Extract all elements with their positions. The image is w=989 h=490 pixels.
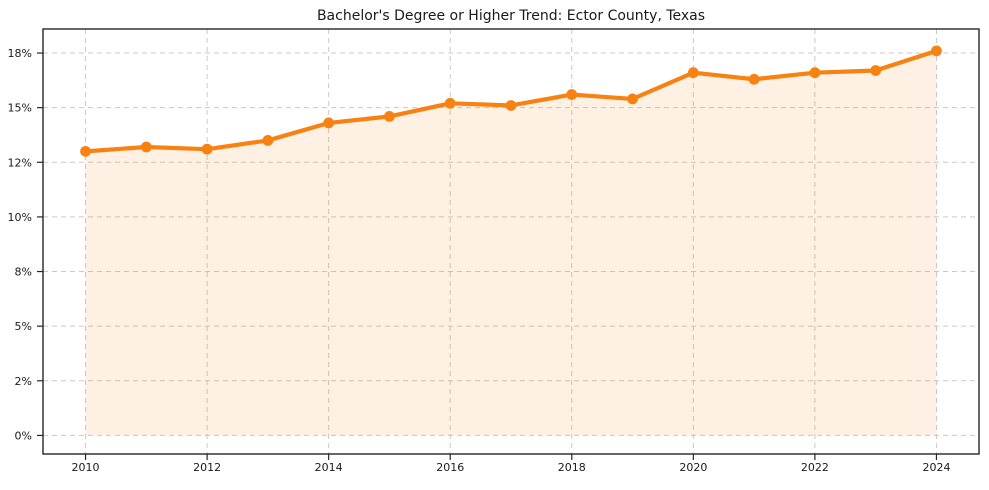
data-point-2018 (566, 89, 578, 100)
x-tick-label: 2014 (315, 461, 343, 474)
data-point-2010 (80, 145, 91, 157)
data-point-2022 (809, 67, 821, 79)
data-point-2016 (444, 97, 456, 109)
x-tick-label: 2022 (801, 461, 829, 474)
data-point-2023 (870, 65, 882, 76)
data-point-2012 (201, 143, 213, 155)
data-point-2021 (748, 73, 760, 85)
x-tick-label: 2020 (679, 461, 707, 474)
y-tick-label: 5% (15, 320, 32, 333)
x-tick-label: 2016 (436, 461, 464, 474)
data-point-2017 (505, 100, 517, 111)
x-tick-label: 2024 (922, 461, 950, 474)
data-point-2013 (262, 135, 274, 146)
y-tick-label: 15% (8, 102, 32, 115)
data-point-2020 (687, 67, 699, 79)
plot-border (42, 28, 980, 455)
y-tick-label: 2% (15, 375, 32, 388)
x-tick-label: 2010 (72, 461, 100, 474)
y-tick-label: 10% (8, 211, 32, 224)
y-tick-label: 8% (15, 266, 32, 279)
y-tick-label: 18% (8, 47, 32, 60)
data-point-2019 (627, 93, 638, 105)
data-point-2014 (323, 117, 335, 129)
data-point-2011 (140, 141, 152, 153)
data-point-2015 (384, 111, 395, 122)
y-tick-label: 12% (8, 156, 32, 169)
chart-title: Bachelor's Degree or Higher Trend: Ector… (316, 8, 706, 24)
y-tick-label: 0% (15, 429, 32, 442)
data-point-2024 (931, 45, 942, 57)
x-tick-label: 2018 (558, 461, 586, 474)
x-tick-label: 2012 (193, 461, 221, 474)
series-area-fill (85, 50, 937, 436)
